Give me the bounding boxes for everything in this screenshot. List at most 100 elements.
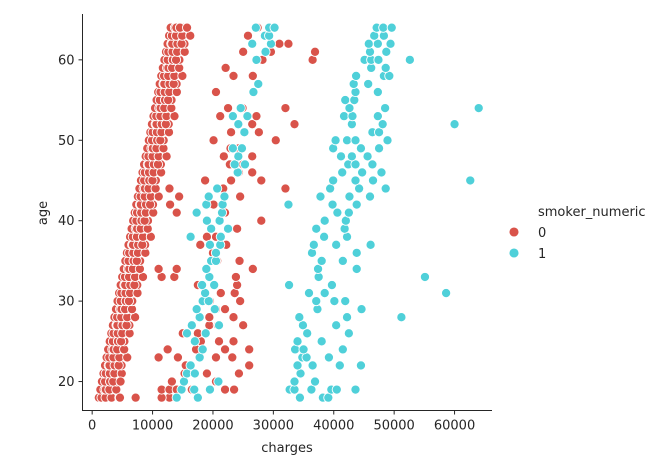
x-tick-label: 40000	[313, 419, 354, 434]
point-smoker	[340, 95, 351, 106]
point-smoker	[247, 38, 258, 49]
point-smoker	[213, 320, 225, 331]
point-nonsmoker	[220, 62, 231, 73]
point-smoker	[380, 103, 391, 114]
point-smoker	[332, 207, 343, 218]
point-smoker	[335, 151, 347, 162]
y-tick-label: 50	[58, 134, 75, 149]
point-nonsmoker	[228, 312, 239, 323]
point-nonsmoker	[114, 392, 125, 403]
point-nonsmoker	[230, 271, 241, 283]
y-tick-label: 30	[58, 295, 75, 310]
point-nonsmoker-band	[182, 22, 193, 33]
point-nonsmoker	[233, 368, 244, 379]
point-nonsmoker	[195, 239, 206, 250]
point-nonsmoker	[201, 368, 212, 379]
point-nonsmoker	[223, 103, 234, 114]
point-smoker	[204, 384, 215, 395]
point-smoker	[357, 167, 368, 178]
point-nonsmoker	[153, 263, 164, 275]
point-smoker	[372, 111, 383, 122]
point-nonsmoker	[200, 175, 211, 186]
point-smoker	[449, 119, 460, 130]
point-nonsmoker	[204, 312, 215, 323]
point-nonsmoker	[171, 263, 182, 275]
point-smoker	[326, 279, 337, 291]
point-smoker	[200, 328, 211, 339]
point-smoker	[298, 344, 309, 355]
point-smoker	[351, 199, 362, 210]
point-smoker	[356, 304, 367, 315]
point-smoker	[355, 143, 366, 154]
point-nonsmoker	[219, 304, 231, 315]
point-smoker	[171, 392, 182, 403]
point-smoker	[181, 328, 193, 339]
points-layer	[93, 22, 484, 403]
point-nonsmoker	[238, 46, 249, 57]
point-smoker	[203, 191, 214, 202]
point-nonsmoker	[256, 215, 267, 226]
point-nonsmoker	[280, 103, 291, 114]
point-smoker	[377, 119, 388, 130]
point-nonsmoker	[208, 135, 219, 146]
point-nonsmoker	[232, 223, 243, 234]
point-smoker	[185, 231, 196, 242]
point-smoker	[346, 151, 357, 162]
point-smoker	[292, 360, 303, 371]
point-smoker	[330, 135, 341, 146]
point-smoker	[294, 392, 305, 403]
x-tick-label: 30000	[253, 419, 294, 434]
point-smoker	[292, 336, 303, 347]
point-smoker	[380, 183, 391, 194]
point-smoker	[191, 304, 202, 315]
point-smoker	[331, 320, 342, 331]
point-smoker	[386, 22, 397, 33]
point-smoker	[311, 296, 322, 307]
point-smoker	[337, 167, 348, 178]
point-smoker	[334, 360, 345, 371]
point-smoker	[210, 247, 222, 258]
point-smoker	[227, 143, 238, 154]
point-smoker	[367, 175, 379, 186]
point-nonsmoker	[219, 384, 231, 395]
point-nonsmoker	[218, 151, 229, 162]
point-smoker	[316, 255, 327, 266]
x-tick-label: 50000	[373, 419, 414, 434]
point-smoker	[344, 191, 355, 202]
point-smoker	[344, 103, 355, 114]
y-tick-label: 40	[58, 214, 75, 229]
point-smoker	[365, 239, 376, 250]
point-smoker	[351, 247, 362, 258]
point-smoker	[337, 255, 348, 266]
point-smoker	[209, 279, 220, 291]
point-smoker	[350, 175, 361, 186]
point-nonsmoker	[226, 127, 237, 138]
point-nonsmoker	[164, 183, 175, 194]
point-nonsmoker	[309, 46, 321, 57]
point-smoker	[206, 223, 217, 234]
axes-spines	[82, 14, 492, 411]
point-nonsmoker	[215, 111, 226, 122]
legend-label-0: 0	[538, 226, 546, 241]
point-smoker	[197, 279, 208, 291]
point-nonsmoker	[235, 191, 246, 202]
point-smoker	[315, 191, 326, 202]
point-nonsmoker	[219, 344, 231, 355]
point-nonsmoker	[165, 199, 176, 210]
point-smoker	[283, 199, 294, 210]
point-smoker	[189, 336, 200, 347]
legend-label-1: 1	[538, 247, 546, 262]
x-tick-label: 60000	[434, 419, 475, 434]
x-tick-label: 20000	[192, 419, 233, 434]
point-smoker	[337, 344, 348, 355]
point-nonsmoker	[256, 175, 267, 186]
point-smoker	[251, 54, 262, 65]
point-nonsmoker	[226, 175, 237, 186]
point-smoker	[235, 103, 246, 114]
point-smoker	[465, 175, 476, 186]
point-nonsmoker	[115, 376, 126, 387]
point-smoker	[284, 279, 295, 291]
y-tick-label: 20	[58, 375, 75, 390]
point-smoker	[351, 263, 362, 275]
point-nonsmoker	[229, 384, 240, 395]
